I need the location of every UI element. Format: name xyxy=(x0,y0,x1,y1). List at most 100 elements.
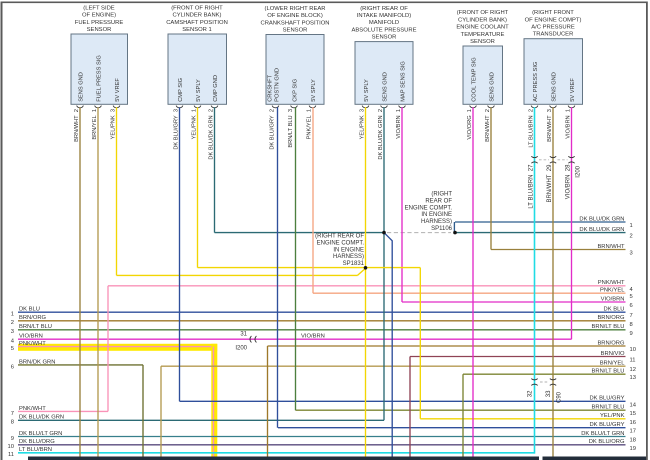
svg-text:BRN/ORG: BRN/ORG xyxy=(597,340,625,346)
svg-text:SP1106: SP1106 xyxy=(431,226,453,232)
svg-text:8: 8 xyxy=(630,322,633,328)
svg-text:TRANSDUCER: TRANSDUCER xyxy=(533,32,574,38)
svg-text:BRN/WHT: BRN/WHT xyxy=(597,244,625,250)
svg-text:PNK/YEL: PNK/YEL xyxy=(600,288,625,294)
svg-text:(RIGHT REAR OF: (RIGHT REAR OF xyxy=(360,6,408,12)
svg-text:31: 31 xyxy=(240,331,247,337)
svg-text:YEL/PNK 3: YEL/PNK 3 xyxy=(360,109,366,139)
svg-text:FUEL PRESS SIG: FUEL PRESS SIG xyxy=(97,55,103,102)
svg-text:DK BLU/ORG: DK BLU/ORG xyxy=(589,439,625,445)
svg-text:DK BLU/DK GRN: DK BLU/DK GRN xyxy=(19,415,64,421)
svg-text:DK BLU/LT GRN: DK BLU/LT GRN xyxy=(581,431,624,437)
svg-text:COOL TEMP SIG: COOL TEMP SIG xyxy=(472,57,478,101)
svg-text:SENSOR: SENSOR xyxy=(372,35,397,41)
svg-text:PNK/WHT: PNK/WHT xyxy=(19,341,46,347)
svg-text:DK BLU/DK GRN 2: DK BLU/DK GRN 2 xyxy=(378,109,384,160)
svg-text:(RIGHT REAR OF: (RIGHT REAR OF xyxy=(315,234,364,240)
svg-text:FUEL PRESSURE: FUEL PRESSURE xyxy=(75,20,124,26)
svg-text:14: 14 xyxy=(630,402,637,408)
svg-text:1: 1 xyxy=(630,223,633,229)
svg-text:19: 19 xyxy=(630,446,636,452)
svg-text:(RIGHT: (RIGHT xyxy=(431,192,452,198)
svg-text:13: 13 xyxy=(630,375,636,381)
svg-text:DK BLU/GRY 2: DK BLU/GRY 2 xyxy=(270,109,276,150)
svg-text:AC PRESS SIG: AC PRESS SIG xyxy=(533,62,539,102)
svg-text:PNK/WHT: PNK/WHT xyxy=(19,406,46,412)
svg-text:IN ENGINE: IN ENGINE xyxy=(333,247,364,253)
svg-text:ENGINE COOLANT: ENGINE COOLANT xyxy=(456,25,509,31)
svg-text:ENGINE COMPT.: ENGINE COMPT. xyxy=(317,240,365,246)
svg-text:SENS GND: SENS GND xyxy=(552,72,558,102)
svg-text:YEL/PNK 3: YEL/PNK 3 xyxy=(111,109,117,139)
svg-text:5V SPLY: 5V SPLY xyxy=(364,79,370,102)
svg-text:DK BLU/GRY 3: DK BLU/GRY 3 xyxy=(174,109,180,150)
svg-text:16: 16 xyxy=(630,420,636,426)
svg-text:SENSOR: SENSOR xyxy=(283,28,308,34)
svg-text:8: 8 xyxy=(11,420,14,426)
svg-text:5V SPLY: 5V SPLY xyxy=(196,79,202,102)
svg-text:VIO/BRN 1: VIO/BRN 1 xyxy=(396,109,402,139)
svg-text:3: 3 xyxy=(630,251,633,257)
svg-text:CRKSHFT: CRKSHFT xyxy=(267,74,273,101)
svg-text:CMP SIG: CMP SIG xyxy=(178,78,184,102)
svg-text:SP1831: SP1831 xyxy=(343,261,365,267)
svg-text:6: 6 xyxy=(11,364,14,370)
svg-text:11: 11 xyxy=(8,452,14,458)
svg-text:CRANKSHAFT POSITION: CRANKSHAFT POSITION xyxy=(260,20,329,26)
svg-text:OF ENGINE BLOCK): OF ENGINE BLOCK) xyxy=(267,13,323,19)
svg-text:CAMSHAFT POSITION: CAMSHAFT POSITION xyxy=(166,20,228,26)
svg-text:10: 10 xyxy=(630,347,636,353)
svg-text:MAP SENS SIG: MAP SENS SIG xyxy=(401,61,407,102)
svg-text:17: 17 xyxy=(630,429,636,435)
svg-text:BRN/LT BLU: BRN/LT BLU xyxy=(19,324,52,330)
svg-text:SENS GND: SENS GND xyxy=(79,72,85,102)
svg-text:PNK/YEL 1: PNK/YEL 1 xyxy=(307,109,313,139)
svg-text:4: 4 xyxy=(11,339,15,345)
svg-text:DK BLU/LT GRN: DK BLU/LT GRN xyxy=(19,431,62,437)
svg-text:15: 15 xyxy=(630,411,636,417)
svg-text:YEL/PNK: YEL/PNK xyxy=(600,413,625,419)
svg-text:(LEFT SIDE: (LEFT SIDE xyxy=(83,5,114,11)
svg-text:18: 18 xyxy=(630,438,636,444)
svg-text:VIO/ORG 1: VIO/ORG 1 xyxy=(467,109,473,140)
svg-text:33: 33 xyxy=(546,390,552,397)
svg-text:(LOWER RIGHT REAR: (LOWER RIGHT REAR xyxy=(265,6,326,12)
svg-text:BRN/WHT 2: BRN/WHT 2 xyxy=(74,109,80,142)
svg-text:POSTN GND: POSTN GND xyxy=(275,68,281,102)
svg-text:11: 11 xyxy=(630,358,636,364)
svg-text:TEMPERATURE: TEMPERATURE xyxy=(461,32,505,38)
svg-text:SENSOR: SENSOR xyxy=(87,27,112,33)
svg-text:DK BLU/GRY: DK BLU/GRY xyxy=(589,396,624,402)
svg-text:BRN/LT BLU: BRN/LT BLU xyxy=(592,324,625,330)
svg-text:(RIGHT FRONT: (RIGHT FRONT xyxy=(532,10,574,16)
svg-text:VIO/BRN 1: VIO/BRN 1 xyxy=(566,109,572,139)
svg-text:MANIFOLD: MANIFOLD xyxy=(369,20,399,26)
svg-text:10: 10 xyxy=(8,444,14,450)
svg-text:BRN/LT BLU: BRN/LT BLU xyxy=(592,369,625,375)
svg-text:VIO/BRN: VIO/BRN xyxy=(601,296,625,302)
svg-text:32: 32 xyxy=(528,390,534,397)
svg-text:CYLINDER BANK): CYLINDER BANK) xyxy=(458,17,507,23)
svg-text:BRN/LT BLU: BRN/LT BLU xyxy=(592,405,625,411)
svg-text:(FRONT OF RIGHT: (FRONT OF RIGHT xyxy=(457,10,509,16)
svg-text:DK BLU/GRY: DK BLU/GRY xyxy=(589,422,624,428)
svg-text:SENSOR 1: SENSOR 1 xyxy=(182,27,212,33)
svg-text:9: 9 xyxy=(630,331,633,337)
svg-text:ABSOLUTE PRESSURE: ABSOLUTE PRESSURE xyxy=(352,27,417,33)
svg-text:CYLINDER BANK): CYLINDER BANK) xyxy=(172,13,221,19)
svg-text:BRN/WHT 29: BRN/WHT 29 xyxy=(547,164,553,203)
svg-text:YEL/PNK 1: YEL/PNK 1 xyxy=(192,109,198,139)
svg-text:5V VREF: 5V VREF xyxy=(115,78,121,102)
svg-text:INTAKE MANIFOLD): INTAKE MANIFOLD) xyxy=(357,13,411,19)
svg-text:C90: C90 xyxy=(557,391,563,403)
svg-text:BRN/WHT 3: BRN/WHT 3 xyxy=(547,109,553,142)
svg-text:SENS GND: SENS GND xyxy=(383,72,389,102)
svg-text:LT BLU/BRN 2: LT BLU/BRN 2 xyxy=(529,109,535,148)
svg-text:5: 5 xyxy=(11,346,14,352)
svg-text:12: 12 xyxy=(630,367,636,373)
svg-text:HARNESS): HARNESS) xyxy=(421,219,452,225)
svg-text:5V VREF: 5V VREF xyxy=(570,78,576,102)
svg-text:A/C PRESSURE: A/C PRESSURE xyxy=(531,25,575,31)
svg-text:I200: I200 xyxy=(576,165,582,177)
svg-text:BRN/YEL: BRN/YEL xyxy=(600,361,626,367)
